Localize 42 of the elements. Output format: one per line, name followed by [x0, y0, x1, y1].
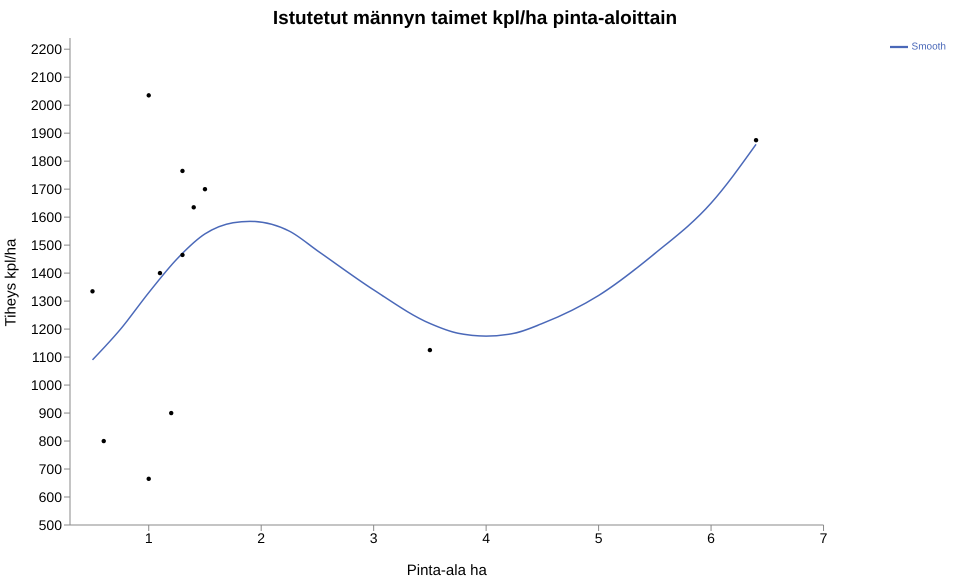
y-tick-label: 1400 — [30, 265, 62, 282]
point — [90, 289, 95, 294]
y-tick-label: 1500 — [30, 237, 62, 254]
point — [169, 410, 174, 416]
y-tick-label: 700 — [38, 460, 62, 477]
y-tick-label: 2000 — [30, 97, 62, 114]
y-tick-label: 600 — [38, 488, 62, 505]
point — [158, 270, 162, 276]
y-tick-label: 2100 — [30, 69, 62, 86]
point — [102, 438, 106, 444]
x-tick-label: 6 — [707, 530, 716, 546]
point — [146, 93, 151, 98]
x-tick-label: 2 — [257, 530, 266, 546]
y-tick-label: 1600 — [30, 209, 62, 226]
x-tick-label: 1 — [144, 530, 153, 546]
y-tick-label: 2200 — [30, 41, 62, 58]
x-tick-label: 7 — [820, 530, 828, 546]
y-tick-label: 900 — [38, 405, 62, 422]
y-axis-title: Tiheys kpl/ha — [2, 238, 20, 326]
x-tick-label: 3 — [370, 530, 378, 546]
point — [202, 186, 208, 192]
x-axis-title: Pinta-ala ha — [406, 562, 488, 579]
y-tick-label: 1800 — [30, 153, 62, 170]
point — [180, 168, 185, 174]
point — [192, 205, 196, 210]
point — [754, 138, 758, 142]
y-tick-label: 1900 — [30, 125, 62, 142]
y-tick-label: 1000 — [30, 377, 62, 394]
x-tick-label: 5 — [594, 530, 603, 546]
x-tick-label: 4 — [482, 530, 490, 546]
y-tick-label: 1300 — [30, 293, 62, 310]
point — [428, 348, 432, 352]
y-tick-label: 1700 — [30, 181, 62, 198]
y-tick-label: 1200 — [30, 321, 62, 338]
chart-title: Istutetut männyn taimet kpl/ha pinta-aloittain — [272, 7, 678, 31]
line-series — [92, 144, 757, 361]
point — [180, 252, 185, 258]
y-tick-label: 800 — [38, 433, 62, 450]
point — [146, 476, 151, 482]
legend-label: Smooth — [912, 42, 946, 53]
y-tick-label: 500 — [38, 516, 62, 533]
y-tick-label: 1100 — [32, 349, 62, 366]
